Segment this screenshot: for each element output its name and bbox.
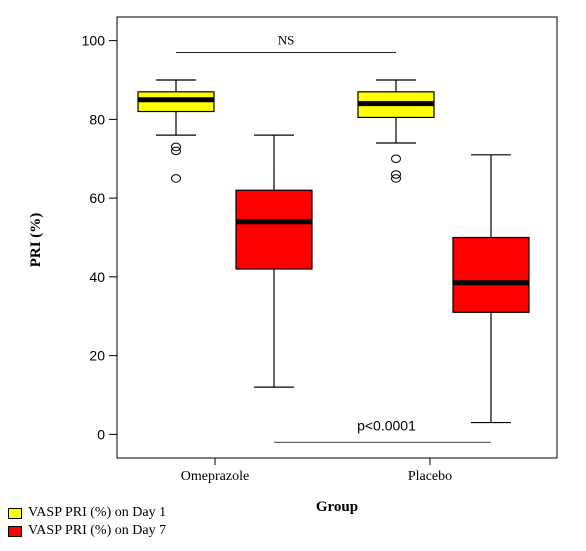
ns-annotation: NS [278, 32, 295, 47]
legend-item-day7: VASP PRI (%) on Day 7 [8, 523, 166, 539]
legend-label-day7: VASP PRI (%) on Day 7 [28, 523, 167, 538]
y-tick-label: 60 [89, 190, 105, 206]
outlier-point [391, 174, 401, 183]
y-tick-label: 80 [89, 111, 105, 127]
legend-label-day1: VASP PRI (%) on Day 1 [28, 505, 167, 520]
box-omeprazole-day7 [235, 134, 313, 388]
outlier-point [171, 174, 181, 183]
box-placebo-day7 [452, 154, 530, 424]
x-tick-label: Omeprazole [181, 469, 249, 484]
box-placebo-day1 [357, 79, 435, 183]
outlier-point [391, 154, 401, 164]
outlier-point [391, 170, 401, 179]
y-axis-label: PRI (%) [28, 213, 44, 268]
y-tick-label: 100 [82, 33, 106, 49]
legend-swatch-day7 [8, 525, 22, 537]
y-tick-label: 0 [97, 426, 105, 442]
y-tick-label: 20 [89, 348, 105, 364]
outlier-point [171, 146, 181, 156]
legend-swatch-day1 [8, 507, 22, 519]
outlier-point [171, 142, 181, 152]
legend-item-day1: VASP PRI (%) on Day 1 [8, 505, 166, 521]
iqr-box [235, 189, 313, 270]
y-tick-label: 40 [89, 269, 105, 285]
x-axis-label: Group [316, 499, 358, 515]
box-omeprazole-day1 [137, 79, 215, 183]
x-tick-label: Placebo [408, 469, 452, 484]
pvalue-annotation: p<0.0001 [357, 417, 416, 433]
iqr-box [452, 236, 530, 313]
legend: VASP PRI (%) on Day 1 VASP PRI (%) on Da… [8, 505, 166, 541]
plot-frame [116, 16, 558, 459]
